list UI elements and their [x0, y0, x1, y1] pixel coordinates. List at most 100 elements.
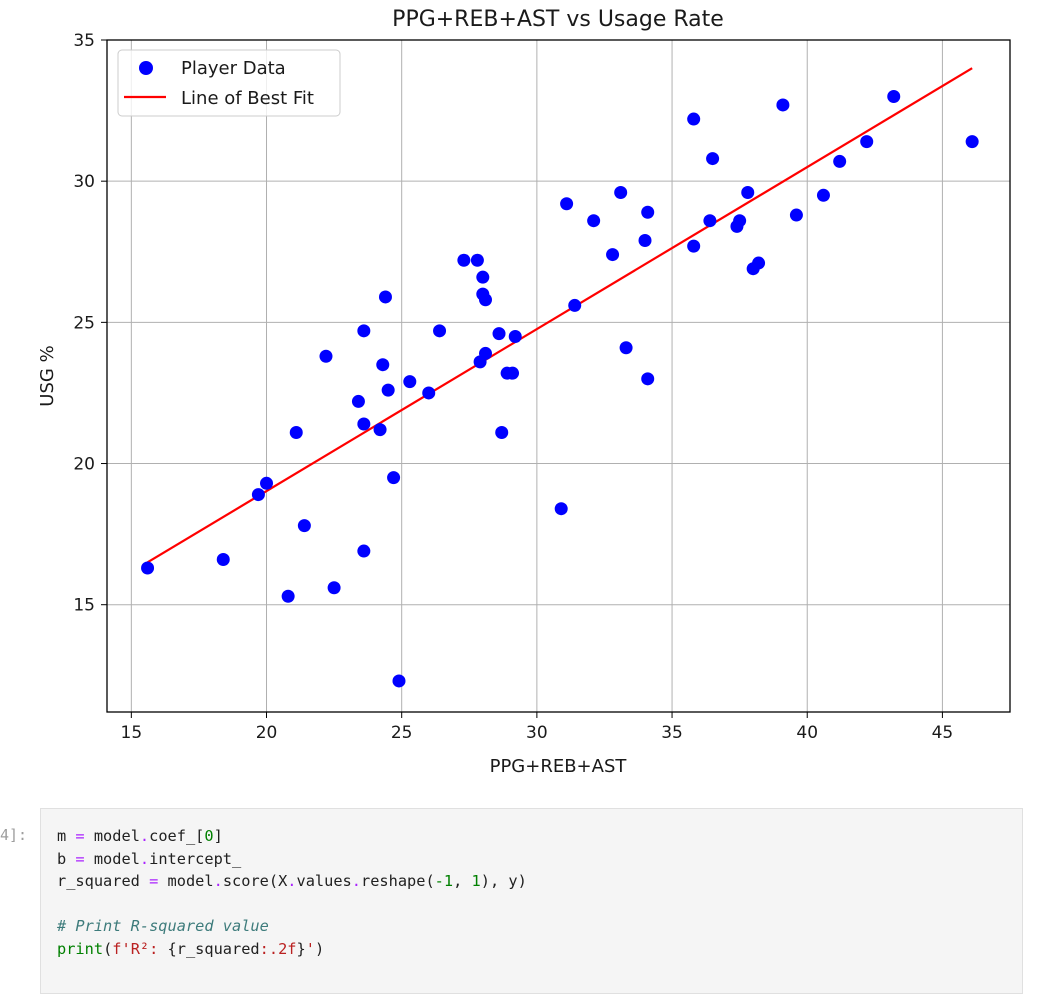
best-fit-line-layer	[146, 67, 973, 564]
code-token: '	[305, 939, 315, 958]
code-token: ), y)	[480, 872, 527, 890]
data-point	[789, 208, 803, 222]
data-point	[741, 185, 755, 199]
data-point	[381, 383, 395, 397]
code-line: r_squared = model.score(X.values.reshape…	[57, 870, 527, 893]
data-point	[687, 239, 701, 253]
data-point	[403, 375, 417, 389]
data-point	[733, 214, 747, 228]
code-cell[interactable]: m = model.coef_[0] b = model.intercept_ r_…	[40, 808, 1023, 994]
legend: Player Data Line of Best Fit	[117, 49, 341, 117]
x-tick-label: 45	[932, 723, 954, 743]
data-point	[479, 293, 493, 307]
data-point	[752, 256, 766, 270]
code-token: model	[84, 849, 140, 868]
x-tick-label: 20	[256, 723, 278, 743]
data-point	[619, 341, 633, 355]
axis-ticks: 15 20 25 30 35 40 45 15 20 25 30 35	[73, 31, 953, 743]
legend-label-best-fit: Line of Best Fit	[181, 88, 314, 109]
data-point	[479, 346, 493, 360]
data-point	[816, 188, 830, 202]
legend-box	[117, 49, 341, 117]
data-point	[687, 112, 701, 126]
data-point	[387, 471, 401, 485]
x-tick-label: 15	[121, 723, 143, 743]
data-point	[641, 205, 655, 219]
data-point	[860, 135, 874, 149]
code-token: -1	[434, 872, 454, 890]
code-token: .	[139, 827, 150, 845]
code-line	[57, 893, 527, 916]
code-token: {r_squared	[167, 939, 260, 958]
code-line: m = model.coef_[0]	[57, 825, 527, 848]
code-line: # Print R-squared value	[57, 915, 527, 938]
data-point	[606, 248, 620, 262]
code-token: ]	[213, 827, 223, 845]
grid-lines	[107, 39, 1010, 712]
data-point	[260, 476, 274, 490]
x-tick-label: 30	[526, 723, 548, 743]
data-point	[887, 89, 901, 103]
data-points	[141, 89, 979, 688]
code-token: .	[213, 872, 223, 890]
data-point	[568, 298, 582, 312]
x-axis-label: PPG+REB+AST	[490, 756, 628, 777]
data-point	[638, 233, 652, 247]
data-point	[373, 423, 387, 437]
legend-label-player-data: Player Data	[181, 58, 286, 79]
code-token: .	[287, 872, 297, 890]
data-point	[433, 324, 447, 338]
data-point	[378, 290, 392, 304]
data-point	[422, 386, 436, 400]
data-point	[251, 488, 265, 502]
x-tick-label: 25	[391, 723, 413, 743]
data-point	[351, 394, 365, 408]
data-point	[492, 327, 506, 341]
code-token: .	[351, 872, 361, 890]
x-tick-label: 40	[796, 723, 818, 743]
code-token: b	[57, 849, 76, 868]
code-token: :.2f	[259, 939, 297, 958]
data-point	[376, 358, 390, 372]
data-point	[141, 561, 155, 575]
y-tick-label: 35	[73, 31, 95, 51]
code-token: model	[84, 827, 140, 845]
best-fit-line	[146, 67, 973, 564]
data-point	[495, 425, 509, 439]
data-point	[392, 674, 406, 688]
code-token: (	[103, 939, 113, 958]
x-tick-label: 35	[661, 723, 683, 743]
data-point	[560, 197, 574, 211]
data-point	[833, 154, 847, 168]
data-point	[357, 417, 371, 431]
chart-title: PPG+REB+AST vs Usage Rate	[392, 7, 724, 32]
code-token: # Print R-squared value	[57, 917, 269, 935]
code-token: }	[296, 939, 306, 958]
data-point	[216, 553, 230, 567]
data-point	[319, 349, 333, 363]
y-tick-label: 30	[73, 172, 95, 192]
data-point	[289, 425, 303, 439]
data-point	[703, 214, 717, 228]
data-point	[614, 185, 628, 199]
code-token: reshape(	[360, 872, 435, 890]
code-token: coef_[	[149, 827, 205, 845]
data-point	[508, 329, 522, 343]
code-token: )	[314, 939, 325, 958]
code-token: model	[158, 872, 214, 890]
code-token: r_squared	[57, 872, 150, 890]
y-tick-label: 20	[73, 455, 95, 475]
data-point	[587, 214, 601, 228]
data-point	[506, 366, 520, 380]
data-point	[457, 253, 471, 267]
scatter-chart: PPG+REB+AST vs Usage Rate 15 20 25 30 35 40 45…	[37, 7, 1011, 777]
data-point	[297, 519, 311, 533]
data-point	[965, 135, 979, 149]
code-block[interactable]: m = model.coef_[0] b = model.intercept_ r_…	[57, 825, 527, 960]
data-point	[476, 270, 490, 284]
code-line: b = model.intercept_	[57, 848, 527, 871]
code-token: f'R²:	[112, 939, 168, 958]
legend-marker-player-data	[139, 61, 153, 75]
code-token: m	[57, 827, 76, 845]
code-token: =	[75, 827, 85, 845]
